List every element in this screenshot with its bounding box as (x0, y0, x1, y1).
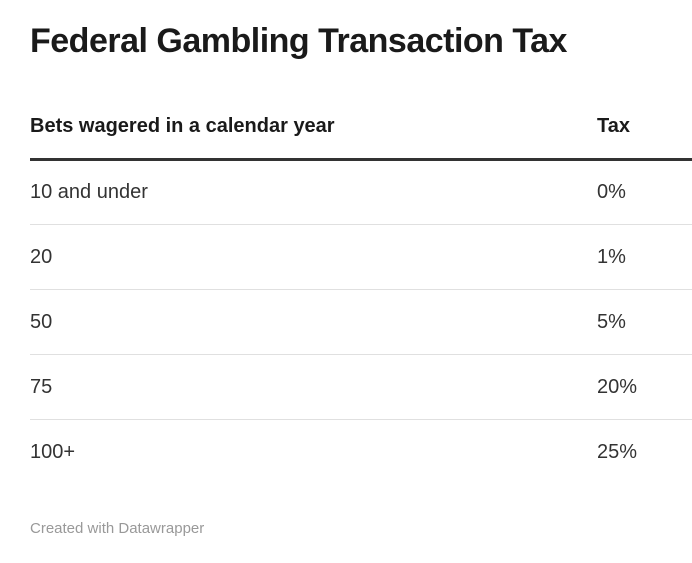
cell-tax: 0% (597, 159, 692, 226)
cell-tax: 1% (597, 224, 692, 291)
chart-footer: Created with Datawrapper (30, 520, 692, 538)
cell-tax: 20% (597, 354, 692, 421)
column-header-tax: Tax (597, 115, 692, 162)
table-row: 10 and under 0% (30, 159, 692, 226)
table-row: 20 1% (30, 224, 692, 291)
table-row: 75 20% (30, 354, 692, 421)
page-title: Federal Gambling Transaction Tax (30, 22, 567, 60)
table-header-row: Bets wagered in a calendar year Tax (30, 115, 692, 162)
table-row: 100+ 25% (30, 420, 692, 485)
cell-bets: 50 (30, 289, 597, 356)
cell-bets: 100+ (30, 440, 76, 463)
cell-bets: 20 (30, 224, 597, 291)
cell-bets: 10 and under (30, 159, 597, 226)
datawrapper-attribution-link[interactable]: Created with Datawrapper (30, 519, 205, 537)
column-header-bets: Bets wagered in a calendar year (30, 115, 597, 162)
data-table: Bets wagered in a calendar year Tax 10 a… (30, 115, 692, 485)
cell-tax: 5% (597, 289, 692, 356)
cell-bets: 75 (30, 354, 597, 421)
cell-tax: 25% (597, 440, 638, 463)
chart-container: Federal Gambling Transaction Tax Bets wa… (0, 22, 692, 563)
table-row: 50 5% (30, 289, 692, 356)
